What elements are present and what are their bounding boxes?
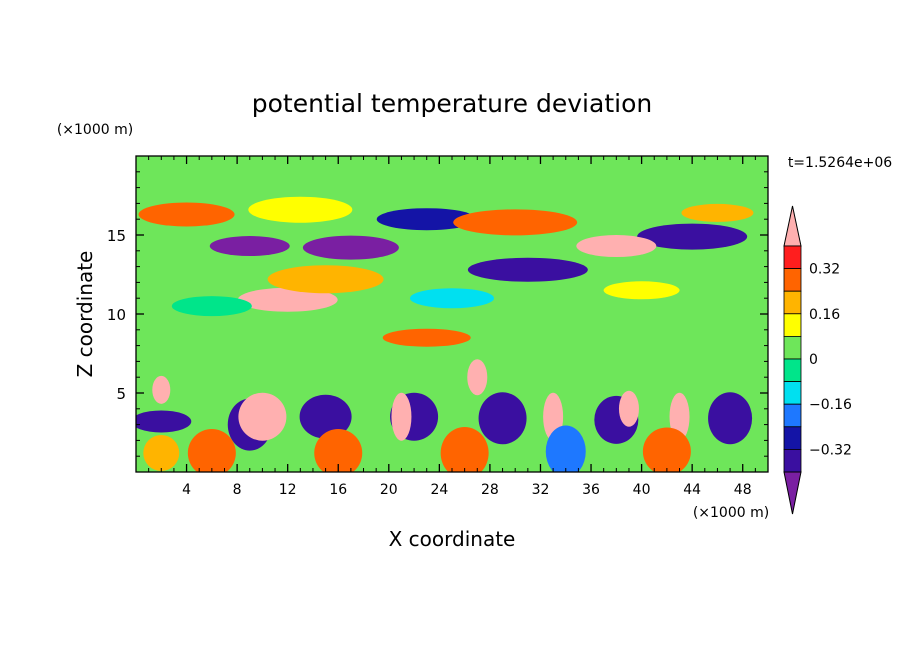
contour-feature <box>267 265 384 294</box>
x-axis-label: X coordinate <box>389 527 516 551</box>
y-tick-label: 10 <box>107 306 126 324</box>
colorbar-label: 0.16 <box>809 307 840 323</box>
contour-feature <box>642 427 691 472</box>
colorbar-band <box>783 426 802 450</box>
x-tick-label: 28 <box>481 482 499 498</box>
contour-feature <box>136 410 192 433</box>
contour-feature <box>681 203 754 222</box>
contour-feature <box>143 435 180 472</box>
chart-title: potential temperature deviation <box>252 89 652 118</box>
x-tick-label: 12 <box>279 482 297 498</box>
y-tick-label: 5 <box>116 385 126 403</box>
contour-features <box>136 196 754 472</box>
contour-feature <box>618 390 639 427</box>
x-tick-label: 44 <box>683 482 701 498</box>
colorbar-band <box>783 335 802 360</box>
x-unit-label: (×1000 m) <box>693 505 769 521</box>
contour-feature <box>467 359 488 396</box>
x-tick-label: 16 <box>329 482 347 498</box>
contour-feature <box>478 392 527 445</box>
x-tick-label: 4 <box>182 482 191 498</box>
contour-feature <box>453 209 578 236</box>
contour-feature <box>152 375 171 404</box>
x-tick-label: 8 <box>233 482 242 498</box>
colorbar-band <box>783 245 802 270</box>
time-label: t=1.5264e+06 <box>788 155 892 171</box>
contour-feature <box>171 296 252 317</box>
colorbar-band <box>783 358 802 383</box>
contour-feature <box>467 257 588 282</box>
x-tick-label: 36 <box>582 482 600 498</box>
contour-feature <box>603 281 680 300</box>
contour-feature <box>576 235 657 258</box>
colorbar-band <box>783 381 802 405</box>
contour-feature <box>237 287 338 312</box>
y-tick-label: 15 <box>107 227 126 245</box>
contour-feature <box>138 202 235 227</box>
contour-feature <box>302 235 399 260</box>
y-unit-label: (×1000 m) <box>57 122 133 138</box>
colorbar-band <box>783 448 802 473</box>
x-tick-label: 40 <box>633 482 651 498</box>
x-tick-label: 20 <box>380 482 398 498</box>
colorbar-band <box>783 290 802 315</box>
colorbar-label: −0.16 <box>809 397 852 413</box>
contour-feature <box>187 429 236 472</box>
contour-feature <box>410 288 494 309</box>
contour-feature <box>669 392 690 441</box>
y-axis-label: Z coordinate <box>73 251 97 378</box>
contour-feature <box>238 392 287 441</box>
colorbar-band <box>783 313 802 337</box>
colorbar: 0.32 0.16 0 −0.16 −0.32 <box>783 205 852 515</box>
y-axis: 5 10 15 <box>107 171 768 457</box>
contour-feature <box>637 223 748 250</box>
contour-feature <box>708 392 753 445</box>
x-tick-label: 24 <box>430 482 448 498</box>
colorbar-label: 0.32 <box>809 262 840 278</box>
contour-feature <box>376 208 477 231</box>
contour-feature <box>440 427 489 472</box>
colorbar-label: −0.32 <box>809 442 852 458</box>
colorbar-band <box>783 403 802 428</box>
contour-field <box>136 156 768 472</box>
colorbar-bottom-arrow <box>783 471 802 515</box>
contour-feature <box>391 392 412 441</box>
contour-feature <box>299 394 352 439</box>
contour-feature <box>545 425 586 472</box>
contour-feature <box>209 236 290 257</box>
contour-feature <box>248 196 353 223</box>
colorbar-band <box>783 268 802 292</box>
colorbar-label: 0 <box>809 352 818 368</box>
x-axis: 4 8 12 16 20 24 28 32 36 40 44 48 <box>148 156 756 498</box>
contour-feature <box>382 328 471 347</box>
contour-feature <box>314 429 363 472</box>
colorbar-top-arrow <box>783 205 802 247</box>
x-tick-label: 32 <box>532 482 550 498</box>
x-tick-label: 48 <box>734 482 752 498</box>
